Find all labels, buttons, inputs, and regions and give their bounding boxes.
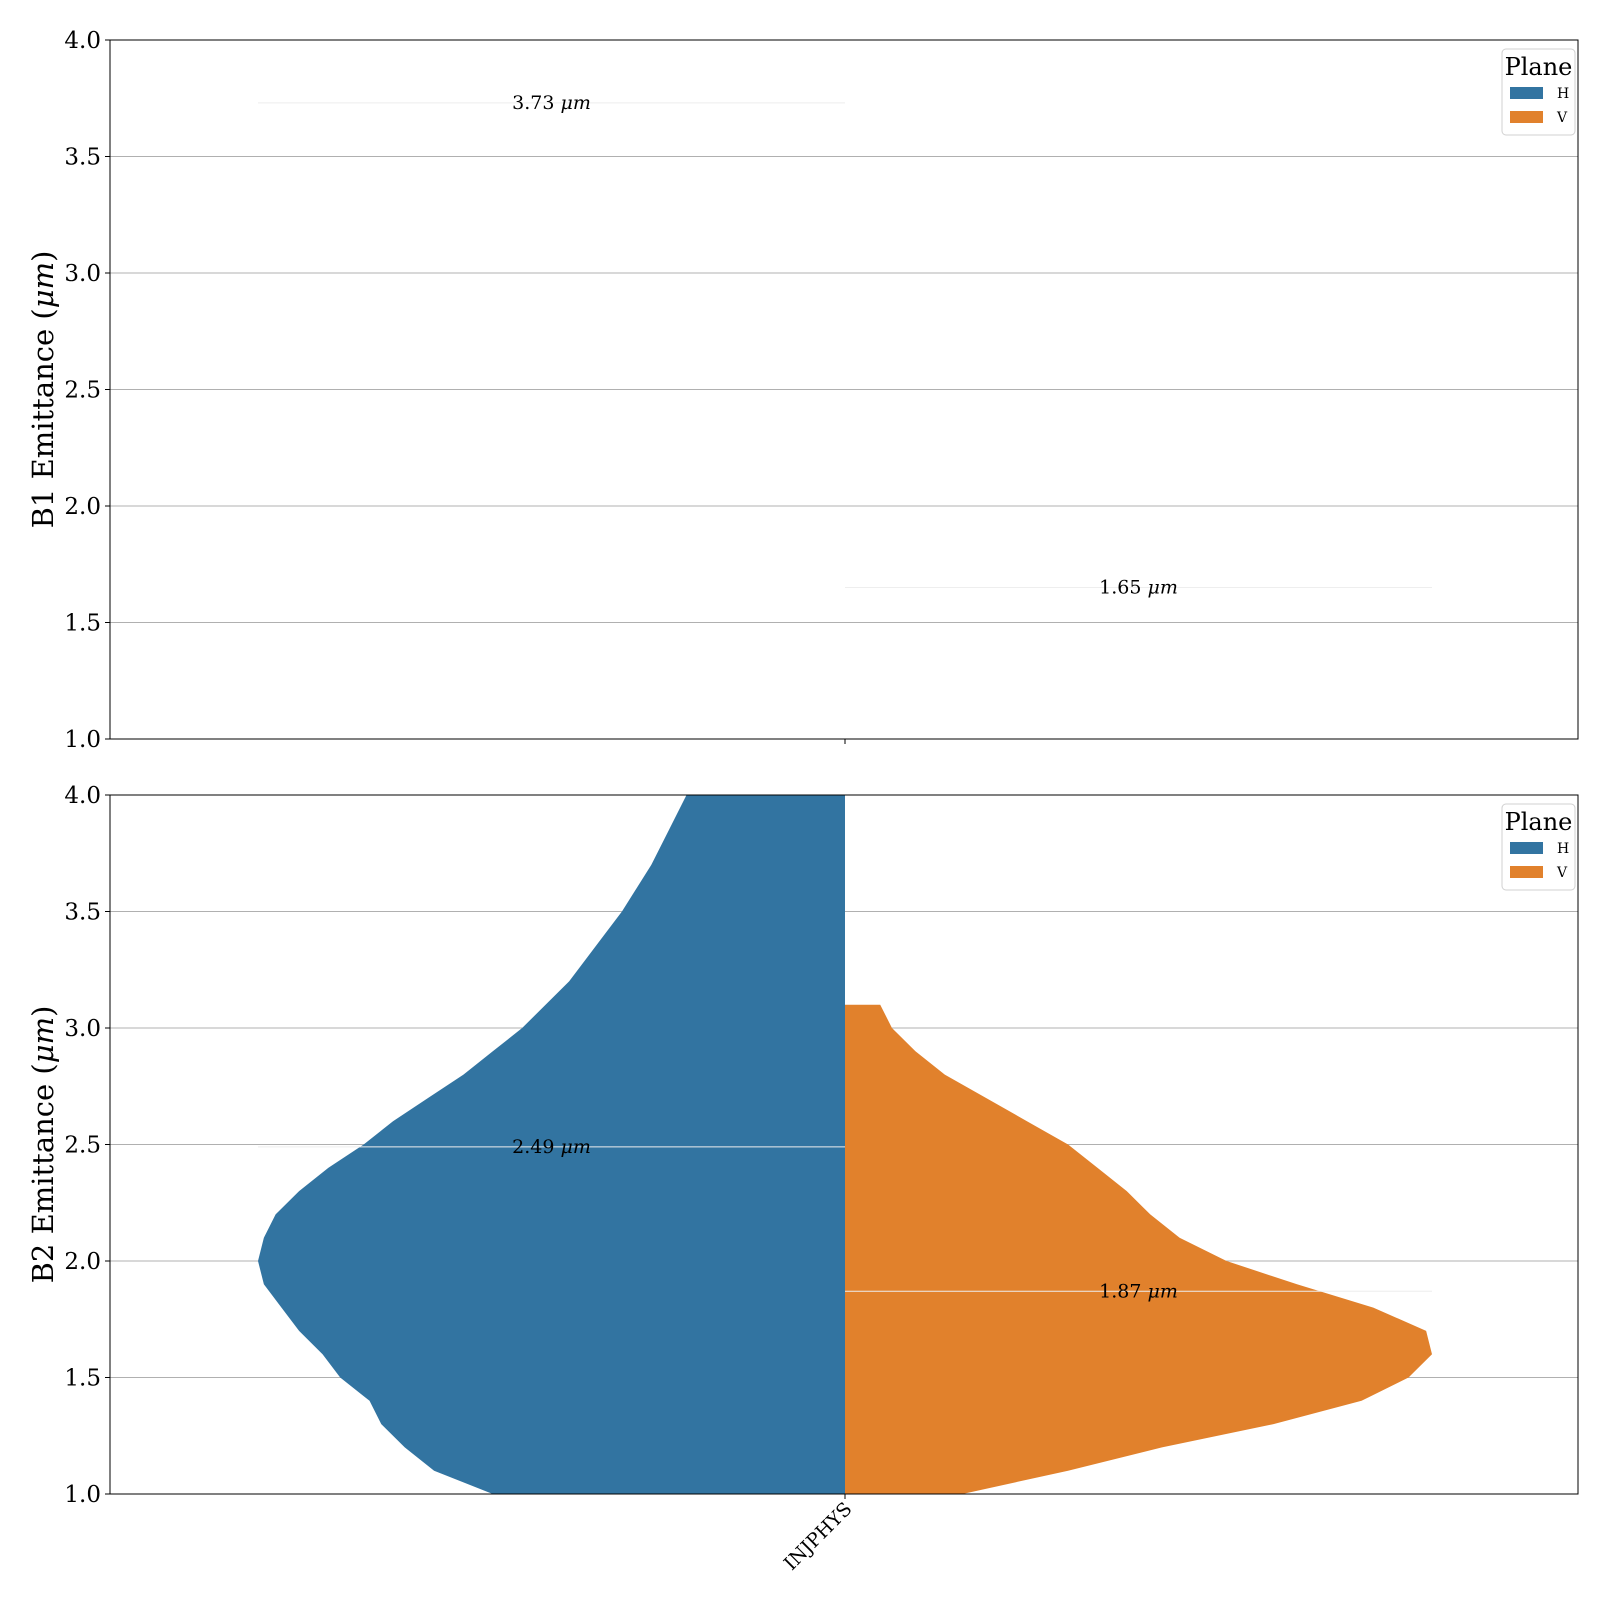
median-unit: μm: [1147, 1280, 1177, 1302]
y-tick-label: 2.0: [64, 494, 101, 520]
violins: [258, 795, 1432, 1494]
violin-half-V: [845, 1004, 1432, 1494]
median-label-H: 3.73 μm: [512, 92, 591, 114]
chart-panel-2: 2.49 μm1.87 μm1.01.52.02.53.03.54.0INJPH…: [26, 783, 1579, 1575]
legend-swatch-V: [1510, 111, 1543, 123]
y-axis-label-prefix: B2 Emittance (: [26, 1063, 60, 1283]
y-axis-label-prefix: B1 Emittance (: [26, 308, 60, 528]
y-tick-label: 2.0: [64, 1249, 101, 1275]
y-axis-label: B2 Emittance (μm): [26, 1006, 60, 1284]
legend-title: Plane: [1505, 808, 1573, 836]
median-value: 2.49: [512, 1136, 554, 1158]
median-unit: μm: [560, 1136, 590, 1158]
y-axis-label: B1 Emittance (μm): [26, 251, 60, 529]
violin-half-H: [258, 795, 845, 1494]
y-tick-label: 1.0: [64, 1482, 101, 1508]
legend: Plane HV: [1501, 803, 1576, 891]
legend-entry-H: H: [1557, 86, 1569, 102]
y-axis-label-suffix: ): [26, 1006, 60, 1017]
y-tick-label: 3.0: [64, 261, 101, 287]
chart-panel-1: 3.73 μm1.65 μm1.01.52.02.53.03.54.0B1 Em…: [26, 28, 1579, 753]
legend-swatch-V: [1510, 866, 1543, 878]
median-value: 1.65: [1099, 577, 1141, 599]
legend-title: Plane: [1505, 53, 1573, 81]
y-tick-label: 4.0: [64, 28, 101, 54]
median-label-V: 1.65 μm: [1099, 577, 1178, 599]
x-tick-label: INJPHYS: [780, 1498, 857, 1575]
y-tick-label: 4.0: [64, 783, 101, 809]
y-axis-label-suffix: ): [26, 251, 60, 262]
y-axis-label-unit: μm: [26, 262, 60, 308]
y-tick-label: 2.5: [64, 1133, 101, 1159]
y-tick-label: 1.0: [64, 727, 101, 753]
median-label-V: 1.87 μm: [1099, 1280, 1178, 1302]
legend: Plane HV: [1501, 48, 1576, 136]
y-tick-label: 3.5: [64, 145, 101, 171]
y-tick-label: 1.5: [64, 611, 101, 637]
y-tick-label: 3.5: [64, 900, 101, 926]
median-value: 1.87: [1099, 1280, 1141, 1302]
median-unit: μm: [560, 92, 590, 114]
y-tick-label: 3.0: [64, 1016, 101, 1042]
median-value: 3.73: [512, 92, 554, 114]
y-tick-label: 2.5: [64, 378, 101, 404]
y-axis-label-unit: μm: [26, 1017, 60, 1063]
legend-swatch-H: [1510, 87, 1543, 99]
legend-swatch-H: [1510, 842, 1543, 854]
y-tick-label: 1.5: [64, 1366, 101, 1392]
legend-entry-V: V: [1556, 110, 1568, 126]
legend-entry-H: H: [1557, 841, 1569, 857]
legend-entry-V: V: [1556, 865, 1568, 881]
median-unit: μm: [1147, 577, 1177, 599]
median-label-H: 2.49 μm: [512, 1136, 591, 1158]
